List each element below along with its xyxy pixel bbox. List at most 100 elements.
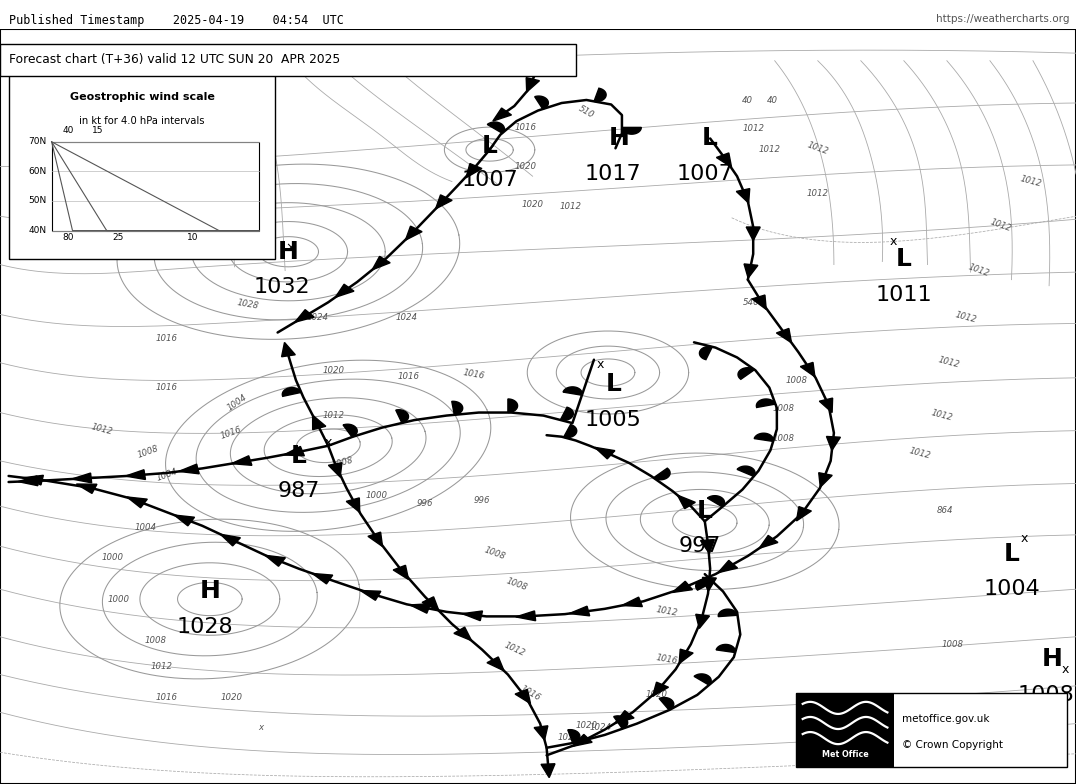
Polygon shape	[594, 89, 606, 102]
Text: L: L	[606, 372, 621, 396]
Text: H: H	[199, 579, 221, 604]
Polygon shape	[747, 227, 760, 241]
Text: 40N: 40N	[28, 226, 46, 235]
Text: x: x	[890, 235, 896, 249]
Text: 1024: 1024	[590, 723, 611, 732]
Polygon shape	[284, 446, 305, 456]
Text: 1016: 1016	[156, 693, 178, 702]
Text: 1008: 1008	[137, 444, 160, 459]
Text: 1024: 1024	[396, 313, 417, 322]
Polygon shape	[660, 698, 674, 710]
Polygon shape	[436, 195, 452, 209]
Text: ×: ×	[285, 241, 296, 255]
Polygon shape	[752, 295, 766, 310]
Text: 1016: 1016	[156, 383, 178, 392]
Text: Published Timestamp    2025-04-19    04:54  UTC: Published Timestamp 2025-04-19 04:54 UTC	[9, 14, 343, 27]
Polygon shape	[23, 475, 43, 485]
Text: 1008: 1008	[773, 434, 794, 443]
Text: 25: 25	[112, 233, 124, 241]
Text: https://weathercharts.org: https://weathercharts.org	[936, 14, 1070, 24]
Polygon shape	[796, 506, 811, 521]
Text: 864: 864	[936, 506, 953, 515]
Polygon shape	[18, 476, 38, 486]
Text: 1008: 1008	[330, 456, 354, 470]
Polygon shape	[372, 256, 391, 270]
Polygon shape	[622, 127, 641, 134]
Polygon shape	[454, 627, 471, 641]
Text: 1016: 1016	[156, 334, 178, 343]
Text: 1012: 1012	[502, 641, 526, 659]
Text: Met Office: Met Office	[822, 750, 868, 759]
Polygon shape	[313, 416, 326, 430]
Polygon shape	[563, 387, 582, 395]
Text: 1020: 1020	[646, 691, 667, 699]
Text: L: L	[896, 247, 911, 271]
Text: x: x	[1062, 662, 1068, 676]
Polygon shape	[613, 716, 627, 729]
Text: © Crown Copyright: © Crown Copyright	[903, 740, 1004, 750]
Polygon shape	[535, 96, 549, 109]
Text: 80: 80	[62, 233, 74, 241]
Polygon shape	[703, 577, 717, 591]
Text: 1016: 1016	[398, 372, 420, 381]
Polygon shape	[368, 532, 383, 546]
Text: H: H	[278, 240, 299, 263]
Polygon shape	[754, 434, 774, 441]
Polygon shape	[819, 398, 833, 412]
Text: 1008: 1008	[785, 376, 807, 385]
Polygon shape	[346, 498, 359, 512]
Polygon shape	[493, 108, 511, 121]
Text: Geostrophic wind scale: Geostrophic wind scale	[70, 92, 214, 101]
Polygon shape	[699, 347, 712, 360]
Text: 1012: 1012	[954, 310, 978, 325]
Text: 1000: 1000	[102, 553, 124, 562]
Polygon shape	[738, 368, 754, 379]
Text: 10: 10	[187, 233, 199, 241]
Text: 1007: 1007	[677, 164, 733, 184]
Polygon shape	[717, 644, 735, 652]
Text: 1012: 1012	[90, 422, 114, 437]
Polygon shape	[127, 497, 147, 508]
Polygon shape	[72, 473, 91, 483]
Polygon shape	[696, 614, 709, 629]
Text: 1012: 1012	[323, 411, 344, 420]
Text: 996: 996	[473, 496, 491, 506]
Polygon shape	[231, 456, 252, 466]
Text: 1004: 1004	[155, 466, 179, 482]
Polygon shape	[826, 437, 840, 450]
Polygon shape	[282, 343, 295, 357]
Text: 1005: 1005	[585, 410, 641, 430]
Text: 1020: 1020	[221, 693, 242, 702]
Bar	[52, 142, 259, 230]
Polygon shape	[622, 597, 642, 607]
Text: 1016: 1016	[519, 684, 542, 702]
Text: Forecast chart (T+36) valid 12 UTC SUN 20  APR 2025: Forecast chart (T+36) valid 12 UTC SUN 2…	[9, 53, 340, 67]
Text: 1016: 1016	[514, 122, 536, 132]
Text: in kt for 4.0 hPa intervals: in kt for 4.0 hPa intervals	[80, 115, 204, 125]
Polygon shape	[515, 611, 536, 621]
Polygon shape	[508, 399, 518, 412]
Text: 1007: 1007	[462, 170, 518, 190]
Polygon shape	[466, 164, 482, 178]
Polygon shape	[282, 387, 301, 397]
Text: 1020: 1020	[323, 366, 344, 375]
Text: 546: 546	[742, 298, 760, 307]
Text: 1000: 1000	[366, 491, 387, 500]
Text: 1008: 1008	[483, 546, 507, 561]
Polygon shape	[736, 189, 750, 203]
Text: 1020: 1020	[576, 720, 597, 730]
Text: metoffice.gov.uk: metoffice.gov.uk	[903, 714, 990, 724]
Polygon shape	[312, 573, 332, 584]
Text: 987: 987	[278, 481, 321, 501]
Text: H: H	[608, 126, 629, 151]
Polygon shape	[179, 464, 199, 474]
Text: 1012: 1012	[560, 202, 581, 211]
Text: 1024: 1024	[307, 313, 328, 322]
Text: 70N: 70N	[28, 137, 46, 147]
Polygon shape	[534, 726, 548, 740]
Polygon shape	[410, 604, 430, 613]
Polygon shape	[678, 495, 695, 509]
Polygon shape	[406, 226, 422, 240]
Polygon shape	[760, 535, 778, 548]
Text: 1004: 1004	[134, 523, 156, 532]
